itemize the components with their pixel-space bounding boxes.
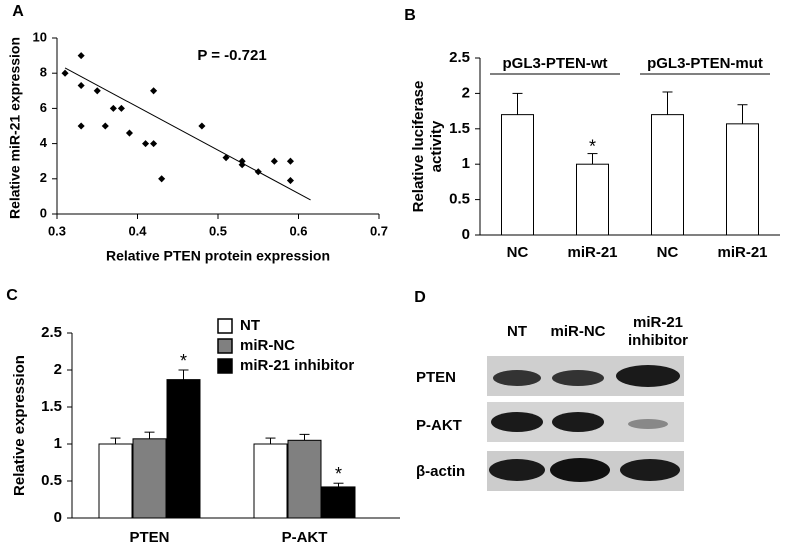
bar [253, 443, 288, 519]
x-tick-label: miR-21 [717, 244, 767, 261]
y-tick-label: 2.5 [41, 324, 62, 341]
x-tick-label: 0.5 [209, 223, 227, 238]
y-tick-label: 2.5 [449, 49, 470, 66]
point [270, 157, 278, 165]
x-tick-label: P-AKT [282, 529, 328, 546]
bar [501, 114, 534, 236]
point [198, 122, 206, 130]
point [93, 87, 101, 95]
annotation: P = -0.721 [197, 47, 266, 64]
x-tick-label: 0.4 [128, 223, 147, 238]
band [628, 419, 668, 429]
point [286, 157, 294, 165]
y-tick-label: 0 [54, 509, 62, 526]
blot-column-label: miR-21 inhibitor [628, 314, 688, 349]
y-tick-label: 2 [462, 84, 470, 101]
x-tick-label: miR-21 [567, 244, 617, 261]
point [158, 175, 166, 183]
band [552, 412, 604, 432]
y-tick-label: 1 [462, 155, 470, 172]
bar [166, 379, 201, 519]
y-tick-label: 0 [462, 226, 470, 243]
bar [651, 114, 684, 236]
band [620, 459, 680, 481]
point [142, 140, 150, 148]
y-tick-label: 8 [40, 65, 47, 80]
panel-letter: D [414, 289, 426, 306]
x-tick-label: NC [507, 244, 529, 261]
bar [98, 443, 133, 519]
legend-swatch [217, 338, 233, 354]
y-axis-label: Relative miR-21 expression [7, 37, 23, 219]
point [61, 69, 69, 77]
bar [576, 163, 609, 236]
group-label: pGL3-PTEN-mut [647, 55, 763, 72]
bar [321, 486, 356, 519]
significance-label: * [589, 136, 596, 156]
y-tick-label: 0 [40, 205, 47, 220]
y-tick-label: 1 [54, 435, 62, 452]
x-tick-label: NC [657, 244, 679, 261]
y-tick-label: 4 [40, 135, 48, 150]
x-tick-label: 0.3 [48, 223, 66, 238]
point [117, 104, 125, 112]
y-tick-label: 6 [40, 100, 47, 115]
band [616, 365, 680, 387]
point [77, 81, 85, 90]
point [286, 177, 294, 185]
legend-label: NT [240, 317, 260, 334]
y-axis-label: Relative luciferaseactivity [410, 81, 445, 213]
trendline [64, 67, 311, 201]
bar [726, 123, 759, 236]
x-tick-label: 0.7 [370, 223, 388, 238]
point [150, 87, 158, 95]
significance-label: * [335, 464, 342, 484]
band [491, 412, 543, 432]
point [77, 122, 85, 130]
band [493, 370, 541, 386]
blot [487, 356, 684, 491]
bar [287, 439, 322, 519]
x-axis-label: Relative PTEN protein expression [106, 248, 330, 264]
blot-column-label: NT [507, 323, 527, 340]
blot-column-label: miR-NC [551, 323, 606, 340]
y-tick-label: 0.5 [449, 191, 470, 208]
y-tick-label: 2 [40, 170, 47, 185]
y-axis-label: Relative expression [11, 355, 28, 496]
point [150, 140, 158, 148]
point [125, 129, 133, 137]
group-label: pGL3-PTEN-wt [503, 55, 608, 72]
y-tick-label: 1.5 [449, 120, 470, 137]
point [238, 161, 246, 169]
x-tick-label: PTEN [129, 529, 169, 546]
point [222, 154, 230, 162]
blot-row-label: PTEN [416, 369, 456, 386]
panel-letter: A [12, 3, 24, 20]
y-tick-label: 1.5 [41, 398, 62, 415]
band [550, 458, 610, 482]
bar [132, 438, 167, 519]
y-tick-label: 10 [33, 29, 47, 44]
legend-label: miR-NC [240, 337, 295, 354]
blot-row-label: β-actin [416, 463, 465, 480]
band [552, 370, 604, 386]
point [77, 52, 85, 60]
legend-label: miR-21 inhibitor [240, 357, 354, 374]
y-tick-label: 2 [54, 361, 62, 378]
point [101, 122, 109, 130]
band [489, 459, 545, 481]
point [109, 104, 117, 112]
panel-letter: B [404, 7, 416, 24]
significance-label: * [180, 351, 187, 371]
x-tick-label: 0.6 [289, 223, 307, 238]
legend-swatch [217, 358, 233, 374]
legend-swatch [217, 318, 233, 334]
y-tick-label: 0.5 [41, 472, 62, 489]
blot-row-label: P-AKT [416, 417, 462, 434]
panel-letter: C [6, 287, 18, 304]
